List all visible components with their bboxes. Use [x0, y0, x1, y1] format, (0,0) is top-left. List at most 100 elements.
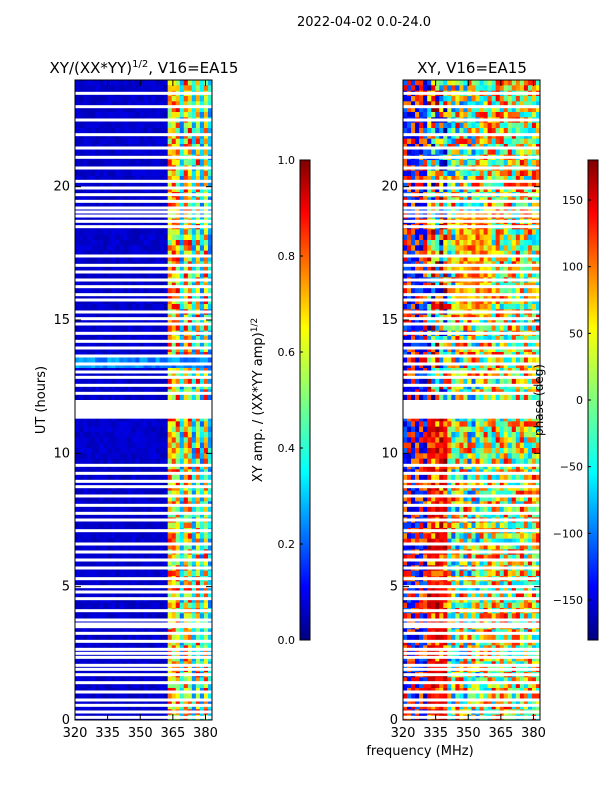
- heatmap-cell: [423, 80, 428, 86]
- heatmap-cell: [127, 101, 133, 108]
- heatmap-cell: [179, 96, 185, 102]
- heatmap-cell: [119, 490, 124, 497]
- heatmap-cell: [83, 560, 88, 566]
- heatmap-cell: [519, 133, 525, 140]
- heatmap-cell: [203, 133, 209, 140]
- heatmap-cell: [159, 544, 165, 550]
- heatmap-cell: [127, 698, 133, 705]
- heatmap-cell: [491, 138, 497, 145]
- heatmap-cell: [99, 512, 104, 518]
- heatmap-cell: [79, 170, 84, 177]
- heatmap-cell: [515, 133, 521, 140]
- flagged-row: [75, 494, 212, 498]
- heatmap-cell: [111, 512, 116, 518]
- heatmap-cell: [423, 112, 428, 118]
- heatmap-cell: [179, 421, 185, 428]
- heatmap-cell: [147, 160, 153, 166]
- heatmap-cell: [87, 80, 92, 86]
- heatmap-cell: [75, 96, 80, 102]
- heatmap-cell: [191, 266, 197, 273]
- heatmap-cell: [199, 533, 205, 540]
- heatmap-cell: [91, 432, 96, 438]
- heatmap-cell: [131, 682, 137, 689]
- heatmap-cell: [87, 384, 92, 390]
- heatmap-cell: [79, 325, 84, 332]
- heatmap-cell: [207, 133, 212, 140]
- heatmap-cell: [203, 421, 209, 428]
- heatmap-cell: [419, 85, 424, 92]
- heatmap-cell: [147, 554, 153, 561]
- heatmap-cell: [79, 357, 84, 364]
- heatmap-cell: [191, 101, 197, 108]
- x-tick-label: 320: [63, 726, 88, 741]
- heatmap-cell: [203, 304, 209, 310]
- heatmap-cell: [527, 133, 533, 140]
- heatmap-cell: [127, 474, 133, 481]
- heatmap-cell: [507, 186, 513, 193]
- heatmap-cell: [531, 80, 537, 86]
- heatmap-cell: [179, 122, 185, 129]
- heatmap-cell: [175, 256, 181, 262]
- heatmap-cell: [119, 346, 124, 353]
- heatmap-cell: [475, 176, 481, 182]
- heatmap-cell: [179, 698, 185, 705]
- heatmap-cell: [151, 453, 157, 460]
- heatmap-cell: [175, 618, 181, 625]
- heatmap-cell: [155, 234, 161, 241]
- heatmap-cell: [111, 240, 116, 246]
- heatmap-cell: [115, 250, 120, 257]
- heatmap-cell: [191, 442, 197, 449]
- heatmap-cell: [423, 202, 428, 209]
- heatmap-cell: [163, 437, 169, 444]
- heatmap-cell: [187, 453, 193, 460]
- heatmap-cell: [187, 298, 193, 305]
- heatmap-cell: [171, 85, 177, 92]
- heatmap-cell: [167, 202, 173, 209]
- heatmap-cell: [203, 394, 209, 401]
- heatmap-cell: [443, 186, 448, 193]
- heatmap-cell: [179, 170, 185, 177]
- heatmap-cell: [143, 384, 149, 390]
- heatmap-cell: [503, 128, 509, 134]
- heatmap-cell: [119, 250, 124, 257]
- heatmap-cell: [127, 533, 133, 540]
- heatmap-cell: [459, 106, 465, 113]
- heatmap-cell: [111, 149, 116, 156]
- heatmap-cell: [415, 149, 420, 156]
- heatmap-cell: [135, 288, 141, 294]
- flagged-row: [75, 463, 212, 467]
- heatmap-cell: [207, 128, 212, 134]
- heatmap-cell: [179, 266, 185, 273]
- heatmap-cell: [199, 336, 205, 342]
- heatmap-cell: [91, 634, 96, 641]
- heatmap-cell: [83, 474, 88, 481]
- heatmap-cell: [79, 96, 84, 102]
- heatmap-cell: [503, 186, 509, 193]
- heatmap-cell: [143, 293, 149, 300]
- heatmap-cell: [187, 432, 193, 438]
- right-panel-title: XY, V16=EA15: [417, 59, 527, 77]
- heatmap-cell: [463, 85, 469, 92]
- heatmap-cell: [75, 170, 80, 177]
- heatmap-cell: [467, 101, 473, 108]
- heatmap-cell: [127, 496, 133, 502]
- heatmap-cell: [207, 229, 212, 236]
- heatmap-cell: [143, 522, 149, 529]
- heatmap-cell: [99, 384, 104, 390]
- heatmap-cell: [127, 325, 133, 332]
- heatmap-cell: [127, 298, 133, 305]
- heatmap-cell: [87, 298, 92, 305]
- heatmap-cell: [127, 245, 133, 252]
- heatmap-cell: [191, 474, 197, 481]
- heatmap-cell: [175, 570, 181, 577]
- heatmap-cell: [207, 394, 212, 401]
- heatmap-cell: [207, 656, 212, 662]
- heatmap-cell: [131, 384, 137, 390]
- heatmap-cell: [171, 234, 177, 241]
- heatmap-cell: [439, 138, 444, 145]
- heatmap-cell: [155, 437, 161, 444]
- heatmap-cell: [455, 138, 461, 145]
- heatmap-cell: [171, 170, 177, 177]
- heatmap-cell: [127, 378, 133, 385]
- heatmap-cell: [119, 256, 124, 262]
